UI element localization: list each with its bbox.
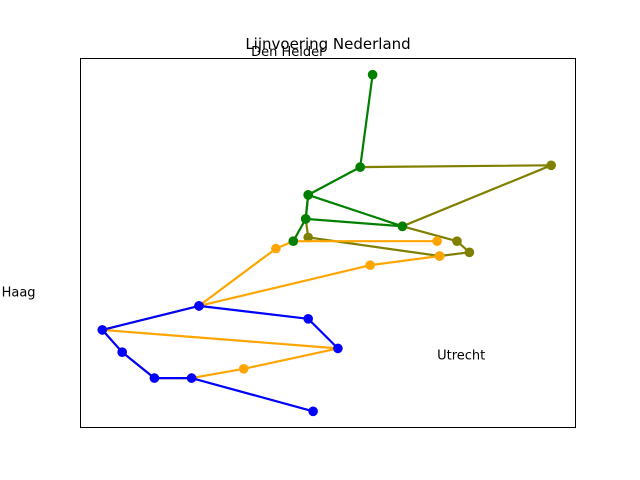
series-1-point-6 (238, 364, 249, 374)
series-0 (300, 160, 556, 261)
place-label-utrecht: Utrecht (437, 349, 485, 364)
plot-frame (80, 58, 576, 428)
series-0-point-1 (546, 160, 556, 171)
series-3-point-1 (355, 162, 366, 172)
series-6-point-3 (149, 373, 160, 383)
place-label-layer: Den Helder Haag Utrecht (2, 45, 486, 363)
place-label-den-helder: Den Helder (251, 45, 325, 60)
series-4-point-0 (300, 214, 311, 224)
series-1-point-0 (432, 236, 442, 246)
series-4-point-1 (288, 236, 299, 246)
series-6-point-0 (194, 301, 204, 311)
series-3-line (304, 74, 404, 228)
series-3 (300, 69, 408, 232)
series-1-point-2 (271, 243, 281, 254)
series-2-point-1 (365, 260, 376, 271)
series-6-point-1 (97, 325, 108, 335)
series-6-line (101, 304, 314, 413)
series-1-line (101, 240, 438, 380)
chart-title: Lijnvoering Nederland (245, 35, 410, 53)
series-2-line (198, 254, 440, 307)
series-0-line (304, 164, 553, 258)
series-6 (97, 301, 318, 417)
series-3-point-0 (367, 69, 378, 80)
series-4 (288, 214, 311, 246)
series-layer (97, 69, 556, 417)
series-0-point-3 (452, 236, 462, 246)
series-5-point-2 (333, 343, 343, 354)
series-0-point-4 (464, 247, 475, 258)
series-2-point-2 (434, 251, 445, 261)
series-5-point-1 (303, 314, 314, 324)
series-6-point-5 (308, 406, 318, 417)
series-0-point-6 (303, 232, 314, 243)
place-label-haag: Haag (2, 286, 36, 301)
series-3-point-5 (303, 190, 314, 200)
series-1 (97, 236, 442, 383)
series-6-point-4 (186, 373, 197, 383)
series-3-point-4 (397, 221, 408, 232)
series-6-point-2 (117, 347, 127, 358)
series-5 (194, 301, 343, 354)
